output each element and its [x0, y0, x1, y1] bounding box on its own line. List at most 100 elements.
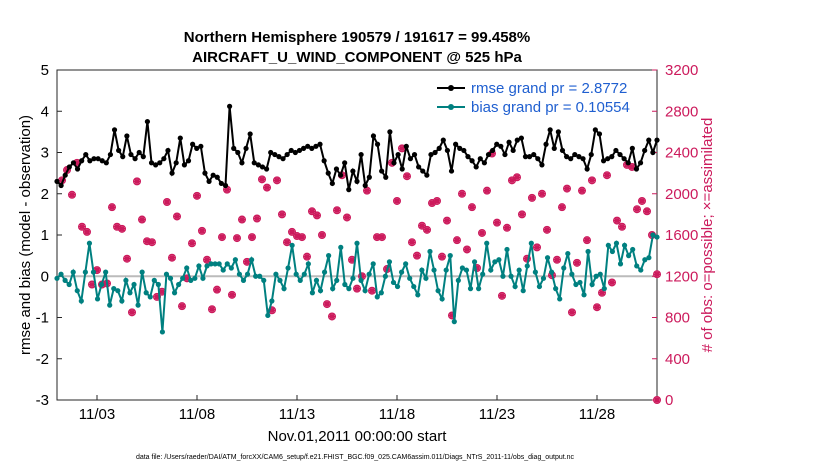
- bias-point: [123, 277, 129, 283]
- rmse-point: [157, 160, 163, 166]
- obs-assimilated-marker: [353, 285, 361, 293]
- bias-point: [257, 273, 263, 279]
- bias-point: [638, 267, 644, 273]
- rmse-point: [391, 160, 397, 166]
- rmse-point: [300, 145, 307, 151]
- bias-point: [435, 288, 441, 294]
- y-tick-label-left: -2: [36, 351, 49, 368]
- bias-point: [305, 261, 311, 267]
- y-tick-label-left: -3: [36, 392, 49, 409]
- obs-assimilated-marker: [598, 289, 606, 297]
- bias-point: [342, 281, 348, 288]
- rmse-point: [370, 133, 377, 139]
- legend-marker-rmse: [448, 85, 454, 91]
- obs-assimilated-marker: [113, 223, 121, 231]
- rmse-point: [563, 154, 570, 160]
- rmse-point: [144, 118, 151, 125]
- bias-point: [561, 265, 567, 271]
- bias-point: [58, 271, 64, 277]
- bias-point: [240, 277, 247, 283]
- rmse-point: [551, 145, 557, 151]
- obs-assimilated-marker: [408, 238, 416, 246]
- obs-assimilated-marker: [628, 163, 636, 171]
- legend-marker-bias: [448, 104, 454, 110]
- obs-assimilated-marker: [228, 291, 236, 299]
- obs-assimilated-marker: [393, 197, 401, 205]
- bias-point: [159, 329, 166, 335]
- rmse-point: [177, 135, 183, 141]
- bias-point: [382, 273, 388, 279]
- obs-assimilated-marker: [318, 231, 326, 239]
- rmse-point: [206, 178, 212, 184]
- bias-point: [431, 267, 437, 273]
- bias-point: [528, 240, 534, 246]
- bias-point: [326, 253, 332, 259]
- rmse-point: [296, 147, 303, 154]
- bias-point: [609, 248, 616, 255]
- rmse-point: [243, 145, 249, 151]
- rmse-point: [448, 168, 455, 174]
- bias-point: [176, 281, 182, 288]
- bias-point: [200, 275, 206, 281]
- y-tick-label-right: 800: [665, 310, 690, 327]
- bias-point: [143, 290, 149, 296]
- y-tick-label-left: 2: [41, 186, 49, 203]
- rmse-point: [453, 141, 459, 147]
- rmse-point: [481, 160, 487, 166]
- obs-assimilated-marker: [73, 159, 81, 167]
- obs-assimilated-marker: [453, 236, 461, 244]
- rmse-point: [416, 164, 422, 170]
- obs-assimilated-marker: [198, 227, 206, 235]
- rmse-point: [235, 149, 241, 156]
- rmse-point: [461, 147, 467, 154]
- rmse-point: [605, 156, 611, 162]
- bias-point: [212, 261, 218, 267]
- obs-assimilated-marker: [463, 245, 471, 254]
- rmse-point: [522, 154, 529, 160]
- rmse-point: [609, 154, 615, 160]
- bias-point: [621, 242, 628, 248]
- obs-assimilated-marker: [183, 274, 191, 282]
- bias-point: [508, 273, 514, 279]
- bias-point: [313, 277, 320, 283]
- bias-point: [253, 273, 259, 279]
- obs-assimilated-marker: [518, 210, 526, 218]
- rmse-point: [181, 162, 187, 168]
- bias-point: [548, 269, 555, 275]
- rmse-point: [568, 156, 574, 162]
- bias-point: [111, 286, 117, 292]
- bias-point: [484, 240, 490, 246]
- bias-point: [139, 269, 145, 275]
- rmse-point: [103, 160, 109, 166]
- y-tick-label-left: 0: [41, 268, 49, 285]
- rmse-point: [547, 127, 553, 133]
- rmse-point: [469, 158, 475, 164]
- obs-assimilated-marker: [108, 203, 116, 211]
- rmse-point: [350, 168, 356, 174]
- obs-assimilated-marker: [508, 176, 516, 184]
- rmse-point: [580, 156, 586, 162]
- rmse-point: [617, 151, 623, 158]
- obs-assimilated-marker: [618, 223, 626, 231]
- rmse-point: [399, 166, 405, 172]
- obs-assimilated-marker: [553, 256, 561, 264]
- obs-assimilated-marker: [153, 293, 161, 301]
- bias-point: [192, 275, 198, 281]
- y-tick-label-right: 1200: [665, 268, 698, 285]
- obs-assimilated-marker: [533, 243, 541, 251]
- obs-assimilated-marker: [538, 190, 546, 198]
- bias-point: [196, 263, 202, 269]
- rmse-point: [637, 160, 644, 166]
- rmse-point: [292, 149, 298, 156]
- obs-assimilated-marker: [478, 229, 486, 237]
- obs-assimilated-marker: [178, 302, 186, 310]
- bias-point: [613, 240, 620, 246]
- bias-point: [630, 246, 636, 253]
- obs-assimilated-marker: [348, 256, 356, 264]
- rmse-point: [268, 149, 274, 156]
- obs-assimilated-marker: [433, 197, 441, 205]
- bias-point: [107, 302, 113, 308]
- x-tick-label: 11/18: [379, 406, 415, 423]
- obs-assimilated-marker: [158, 288, 166, 296]
- x-tick-label: 11/28: [579, 406, 615, 423]
